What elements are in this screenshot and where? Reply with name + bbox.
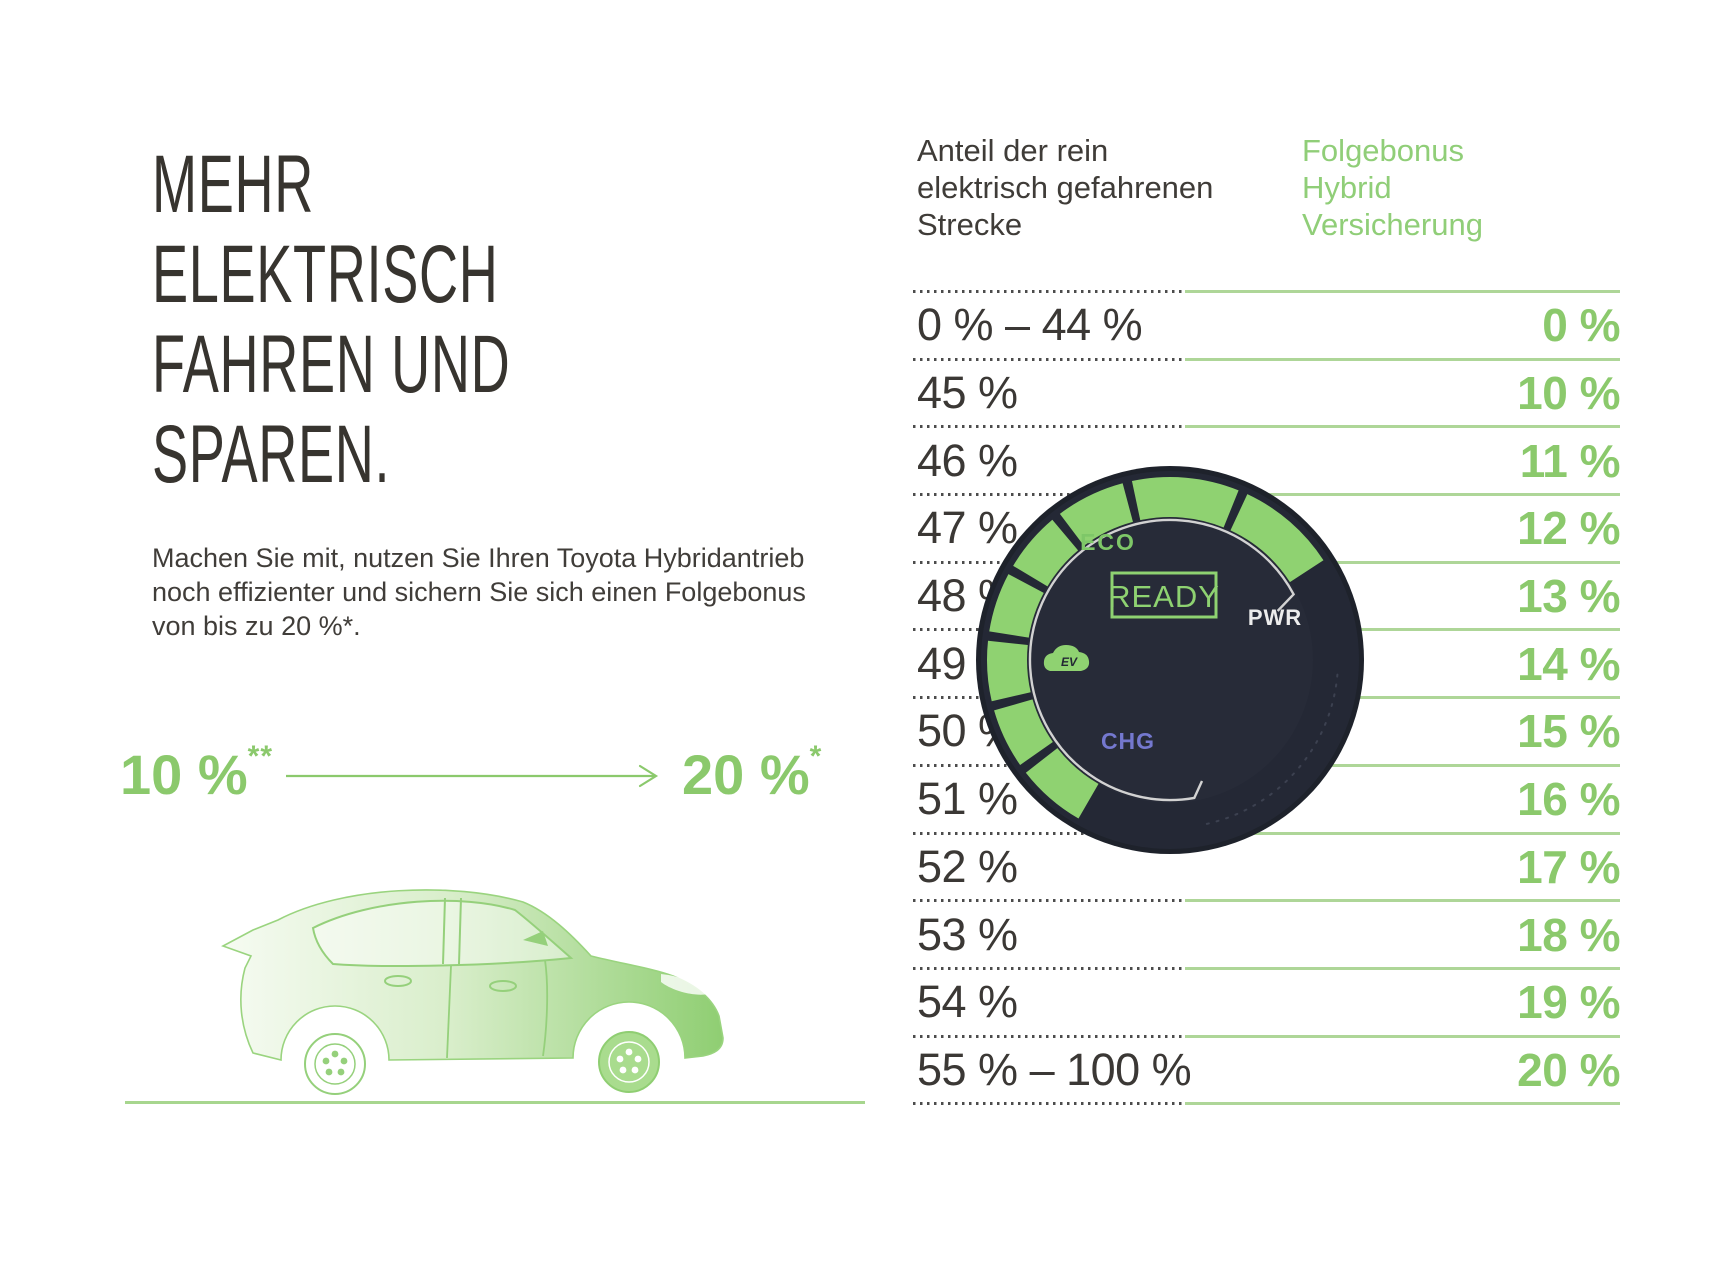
header-line: Hybrid: [1302, 170, 1392, 205]
ready-indicator-box: [1110, 571, 1218, 619]
share-cell: 54 %: [917, 976, 1018, 1028]
table-row: 52 % 17 %: [913, 835, 1620, 900]
bonus-cell: 13 %: [1517, 570, 1620, 623]
table-row: 51 % 16 %: [913, 767, 1620, 832]
title-line: FAHREN UND: [152, 319, 511, 410]
intro-line: noch effizienter und sichern Sie sich ei…: [152, 577, 806, 607]
share-cell: 0 % – 44 %: [917, 299, 1143, 351]
pwr-label: PWR: [1248, 605, 1302, 630]
bonus-cell: 16 %: [1517, 773, 1620, 826]
table-row: 46 % 11 %: [913, 428, 1621, 493]
share-cell: 45 %: [917, 367, 1018, 419]
gauge-dial-arc: [1028, 518, 1296, 776]
range-end-value: 20 %*: [682, 740, 822, 807]
intro-text: Machen Sie mit, nutzen Sie Ihren Toyota …: [152, 541, 806, 643]
share-cell: 55 % – 100 %: [917, 1043, 1192, 1095]
car-illustration: [221, 889, 724, 1095]
share-cell: 52 %: [917, 840, 1018, 892]
bonus-cell: 12 %: [1517, 502, 1620, 555]
table-row: 47 % 12 %: [913, 496, 1620, 561]
range-start-number: 10 %: [120, 743, 248, 806]
header-line: Strecke: [917, 207, 1023, 242]
row-separator: [913, 1102, 1620, 1106]
row-separator: [913, 290, 1620, 293]
bonus-cell: 15 %: [1517, 705, 1620, 758]
intro-line: von bis zu 20 %*.: [152, 611, 361, 641]
bonus-cell: 20 %: [1517, 1043, 1620, 1096]
bonus-range: 10 %** 20 %*: [120, 740, 822, 810]
header-line: Versicherung: [1302, 207, 1483, 242]
share-cell: 46 %: [917, 434, 1018, 486]
share-cell: 53 %: [917, 908, 1018, 960]
header-line: Anteil der rein: [917, 133, 1109, 168]
gauge-dial-arc-bottom: [1083, 769, 1204, 802]
header-line: Folgebonus: [1302, 133, 1465, 168]
table-row: 54 % 19 %: [913, 970, 1620, 1035]
title-line: MEHR: [152, 139, 314, 230]
range-start-value: 10 %**: [120, 740, 273, 807]
table-row: 55 % – 100 % 20 %: [913, 1038, 1620, 1103]
bonus-column-header: Folgebonus Hybrid Versicherung: [1302, 132, 1483, 243]
table-row: 0 % – 44 % 0 %: [913, 293, 1620, 358]
table-row: 53 % 18 %: [913, 902, 1620, 967]
range-arrow-icon: [286, 764, 659, 788]
ev-indicator-icon: EV: [1043, 645, 1090, 671]
share-cell: 47 %: [917, 502, 1018, 554]
bonus-table: 0 % – 44 % 0 % 45 % 10 % 46 % 11 % 47 % …: [913, 290, 1621, 1106]
share-column-header: Anteil der rein elektrisch gefahrenen St…: [917, 132, 1213, 243]
svg-text:EV: EV: [1061, 655, 1078, 669]
page-title: MEHR ELEKTRISCH FAHREN UND SPAREN.: [152, 140, 510, 500]
row-separator: [913, 1034, 1620, 1038]
row-separator: [913, 966, 1620, 970]
bonus-cell: 0 %: [1542, 299, 1620, 352]
row-separator: [913, 425, 1620, 429]
row-separator: [913, 493, 1620, 497]
ground-line: [125, 1101, 865, 1104]
table-row: 45 % 10 %: [913, 361, 1620, 426]
gauge-dashed-arc: [1198, 673, 1339, 827]
title-line: SPAREN.: [152, 409, 391, 500]
title-line: ELEKTRISCH: [152, 229, 499, 320]
range-start-footnote: **: [247, 740, 273, 773]
ready-indicator: READY: [1108, 579, 1220, 614]
bonus-cell: 14 %: [1517, 637, 1620, 690]
row-separator: [913, 831, 1620, 835]
eco-label: ECO: [1080, 529, 1136, 555]
bonus-cell: 18 %: [1517, 908, 1620, 961]
gauge-segments: [987, 477, 1324, 819]
range-end-number: 20 %: [682, 743, 810, 806]
row-separator: [913, 899, 1620, 903]
header-line: elektrisch gefahrenen: [917, 170, 1214, 205]
bonus-cell: 10 %: [1517, 367, 1620, 420]
bonus-cell: 19 %: [1517, 976, 1620, 1029]
share-cell: 51 %: [917, 773, 1018, 825]
intro-line: Machen Sie mit, nutzen Sie Ihren Toyota …: [152, 543, 805, 573]
bonus-cell: 17 %: [1517, 840, 1620, 893]
hybrid-gauge: ECO READY PWR CHG EV: [976, 466, 1364, 854]
chg-label: CHG: [1101, 728, 1155, 754]
bonus-cell: 11 %: [1519, 434, 1621, 487]
range-end-footnote: *: [809, 740, 823, 773]
row-separator: [913, 357, 1620, 361]
